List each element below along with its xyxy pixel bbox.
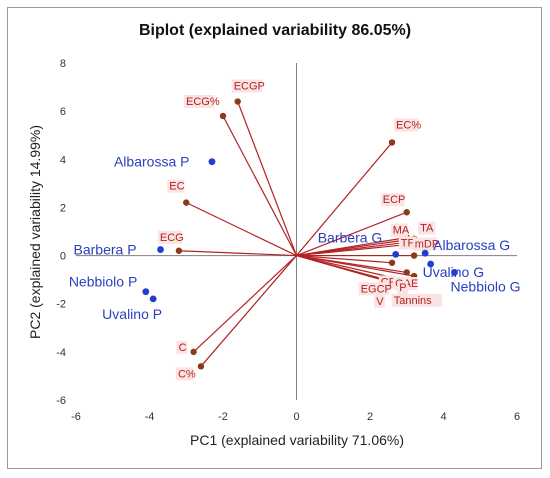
variable-label-bg — [231, 79, 263, 93]
y-tick-label: 8 — [60, 58, 66, 70]
variable-label: ECG — [160, 232, 184, 244]
variable-label: V — [376, 296, 384, 308]
observation-label: Uvalino P — [102, 306, 162, 322]
variable-vector — [296, 211, 407, 257]
variable-vector — [178, 250, 297, 257]
variable-label-bg — [175, 367, 194, 381]
variable-label: P — [399, 282, 406, 294]
y-tick-label: -2 — [56, 299, 66, 311]
variable-point — [234, 98, 241, 105]
observation-label: Barbera P — [74, 242, 137, 258]
observation-point — [149, 295, 157, 303]
variable-label-bg — [358, 282, 390, 296]
variable-point — [410, 252, 418, 259]
observation-point — [157, 246, 164, 253]
variable-vector — [193, 255, 297, 353]
variable-vector — [296, 254, 415, 277]
variable-label: ECG% — [186, 96, 220, 108]
variable-label: EC — [169, 181, 184, 193]
variable-label-bg — [380, 193, 405, 207]
variable-label: EGCP — [361, 283, 392, 295]
observation-label: Albarossa P — [114, 154, 189, 170]
variable-labels: ECGPECG%EC%ECECPECGMATATFmDPCPGAEPEGCPTa… — [157, 79, 442, 381]
observation-point — [451, 269, 458, 276]
variable-vector — [222, 115, 298, 256]
variable-label-bg — [167, 179, 185, 193]
variable-label-bg — [394, 118, 418, 132]
variable-label-bg — [390, 223, 408, 237]
variable-point — [183, 199, 190, 206]
observation-label: Nebbiolo G — [451, 278, 521, 294]
y-tick-label: 2 — [60, 202, 66, 214]
variable-label: TF — [401, 237, 415, 249]
y-axis-title: PC2 (explained variability 14.99%) — [27, 125, 43, 339]
observation-label: Barbera G — [318, 229, 383, 245]
x-tick-label: 2 — [367, 411, 373, 423]
variable-label: TA — [420, 223, 434, 235]
observation-point — [142, 288, 150, 296]
variable-point — [190, 348, 197, 356]
y-tick-label: -6 — [56, 395, 66, 407]
variable-label-bg — [391, 293, 442, 307]
variable-vector — [237, 101, 298, 256]
variable-label: mDP — [415, 239, 439, 251]
variable-label: Tannins — [394, 295, 432, 307]
variable-point — [219, 112, 227, 120]
y-tick-label: -4 — [56, 347, 66, 359]
observation-point — [392, 250, 400, 258]
variable-vector — [296, 254, 393, 264]
y-tick-label: 0 — [60, 251, 66, 263]
variable-vector — [296, 142, 393, 256]
variable-vector — [185, 202, 297, 257]
variable-label: MA — [393, 225, 410, 237]
observation-label: Albarossa G — [433, 237, 510, 253]
variable-label-bg — [157, 230, 182, 244]
variable-label-bg — [398, 236, 416, 250]
variable-vector — [200, 255, 297, 367]
x-axis-title: PC1 (explained variability 71.06%) — [190, 432, 404, 448]
x-tick-label: -6 — [71, 411, 81, 423]
y-tick-label: 6 — [60, 106, 66, 118]
x-tick-label: 0 — [293, 411, 299, 423]
variable-label-bg — [176, 340, 188, 354]
variable-vectors — [175, 98, 421, 370]
variable-point — [403, 209, 410, 216]
variable-label-bg — [397, 281, 408, 295]
observation-label: Nebbiolo P — [69, 274, 138, 290]
variable-label: EC% — [396, 119, 421, 131]
variable-label-bg — [412, 237, 437, 251]
observation-point — [208, 158, 216, 166]
variable-label-bg — [374, 294, 385, 308]
variable-label-bg — [184, 94, 215, 108]
variable-point — [197, 363, 205, 370]
observation-point — [421, 249, 429, 257]
observation-point — [427, 260, 435, 268]
x-tick-label: 4 — [440, 411, 446, 423]
variable-label-bg — [418, 221, 436, 235]
variable-label: C — [179, 342, 187, 354]
chart-title: Biplot (explained variability 86.05%) — [139, 22, 411, 39]
variable-label: C% — [178, 368, 196, 380]
variable-label: ECGP — [234, 81, 265, 93]
variable-label: ECP — [383, 194, 406, 206]
variable-point — [388, 259, 396, 266]
x-tick-label: -4 — [145, 411, 155, 423]
x-tick-label: -2 — [218, 411, 228, 423]
variable-vector — [296, 242, 418, 257]
axes: -6 -4 -2 0 2 4 6 -6 -4 -2 0 2 4 6 8 — [56, 58, 520, 423]
x-tick-label: 6 — [514, 411, 520, 423]
chart-frame — [7, 7, 542, 469]
variable-point — [388, 139, 396, 146]
y-tick-label: 4 — [60, 154, 66, 166]
variable-point — [175, 247, 183, 254]
observation-points: Albarossa P Barbera P Nebbiolo P Uvalino P B… — [69, 154, 521, 322]
